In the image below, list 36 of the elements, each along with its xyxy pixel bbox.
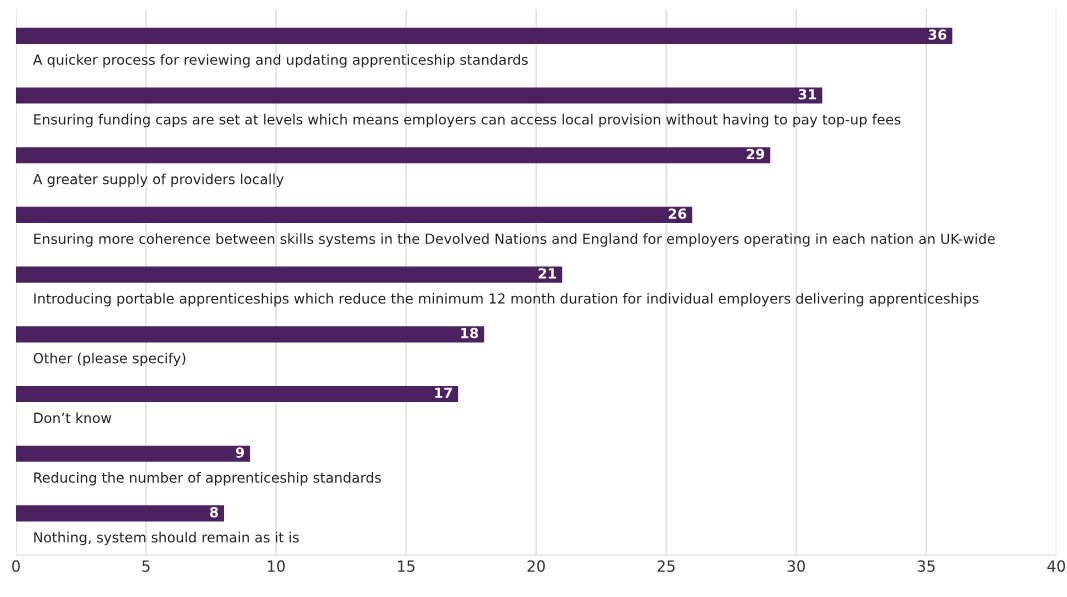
bar — [16, 266, 563, 283]
x-tick-label: 20 — [527, 560, 545, 572]
x-tick-label: 25 — [657, 560, 675, 572]
data-label: 36 — [928, 29, 947, 40]
data-label: 21 — [538, 268, 557, 279]
data-label: 9 — [235, 447, 244, 458]
bar — [16, 27, 953, 44]
bar — [16, 385, 459, 403]
x-tick-label: 40 — [1047, 560, 1066, 572]
y-tick-label: A greater supply of providers locally — [33, 173, 284, 188]
bar — [16, 87, 823, 104]
x-tick-label: 15 — [398, 560, 415, 572]
y-tick-label: Reducing the number of apprenticeship standards — [34, 472, 381, 486]
data-label: 26 — [668, 208, 687, 219]
x-tick-label: 30 — [787, 560, 805, 572]
x-tick-label: 35 — [917, 560, 935, 572]
y-tick-label: Introducing portable apprenticeships which reduce the minimum 12 month duration for individual employers delivering apprenticeships — [34, 292, 979, 307]
x-tick-label: 10 — [268, 560, 285, 572]
y-tick-label: Ensuring funding caps are set at levels which means employers can access local provision without having to pay top-up fees — [34, 113, 901, 128]
y-tick-label: Nothing, system should remain as it is — [34, 531, 299, 546]
data-label: 18 — [461, 327, 479, 339]
bar — [16, 206, 693, 223]
bar — [16, 326, 485, 343]
bar — [16, 505, 225, 522]
data-label: 17 — [435, 387, 452, 398]
bar — [16, 445, 251, 462]
y-tick-label: Don’t know — [34, 412, 112, 424]
data-label: 29 — [746, 148, 765, 160]
x-tick-label: 5 — [142, 560, 150, 572]
y-tick-label: Ensuring more coherence between skills systems in the Devolved Nations and England for employers operating in each nation an UK-wide — [34, 233, 995, 247]
bar — [16, 147, 771, 164]
y-tick-label: Other (please specify) — [33, 352, 186, 367]
data-label: 8 — [210, 506, 219, 518]
data-label: 31 — [798, 89, 817, 100]
y-tick-label: A quicker process for reviewing and updating apprenticeship standards — [33, 54, 528, 68]
x-tick-label: 0 — [12, 560, 20, 572]
